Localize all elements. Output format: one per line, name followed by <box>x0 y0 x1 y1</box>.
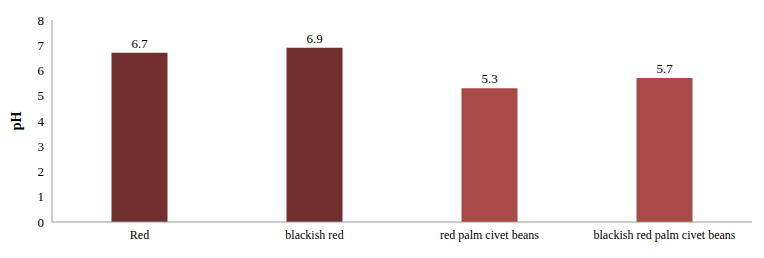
svg-text:blackish red: blackish red <box>285 228 343 242</box>
svg-text:red palm civet beans: red palm civet beans <box>440 228 539 242</box>
svg-text:6.7: 6.7 <box>131 36 148 51</box>
svg-text:Red: Red <box>130 228 149 242</box>
svg-text:1: 1 <box>38 189 45 204</box>
svg-text:2: 2 <box>38 164 45 179</box>
svg-text:4: 4 <box>38 114 45 129</box>
svg-text:6: 6 <box>38 63 45 78</box>
svg-text:blackish red palm civet beans: blackish red palm civet beans <box>594 228 736 242</box>
svg-text:5.7: 5.7 <box>656 61 673 76</box>
svg-text:5: 5 <box>38 88 45 103</box>
svg-text:5.3: 5.3 <box>481 71 497 86</box>
svg-text:8: 8 <box>38 13 45 28</box>
svg-text:pH: pH <box>9 112 24 131</box>
svg-text:6.9: 6.9 <box>306 31 322 46</box>
svg-text:7: 7 <box>38 38 45 53</box>
svg-text:3: 3 <box>38 139 45 154</box>
svg-text:0: 0 <box>38 215 45 230</box>
